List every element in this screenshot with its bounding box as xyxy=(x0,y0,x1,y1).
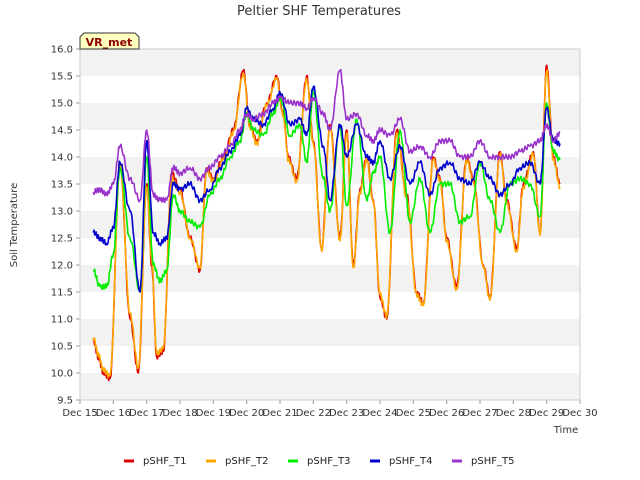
y-tick-label: 9.5 xyxy=(57,396,73,407)
y-tick-label: 10.0 xyxy=(51,369,73,380)
y-axis-label: Soil Temperature xyxy=(9,183,20,268)
x-tick-label: Dec 19 xyxy=(196,408,231,419)
grid-band xyxy=(80,49,580,76)
legend-item-pSHF_T1: pSHF_T1 xyxy=(124,456,186,467)
y-tick-label: 15.0 xyxy=(51,99,73,110)
badge-label: VR_met xyxy=(86,36,133,49)
y-tick-label: 12.5 xyxy=(51,234,73,245)
x-tick-label: Dec 16 xyxy=(96,408,131,419)
legend: pSHF_T1 pSHF_T2 pSHF_T3 pSHF_T4 pSHF_T5 xyxy=(124,456,514,467)
series-lines xyxy=(92,64,561,382)
legend-item-pSHF_T4: pSHF_T4 xyxy=(370,456,432,467)
y-tick-label: 16.0 xyxy=(51,45,73,56)
x-axis-label: Time xyxy=(553,425,578,436)
legend-label: pSHF_T4 xyxy=(389,456,432,467)
legend-item-pSHF_T5: pSHF_T5 xyxy=(452,456,514,467)
x-tick-label: Dec 17 xyxy=(129,408,164,419)
x-tick-label: Dec 20 xyxy=(229,408,264,419)
y-axis: 9.5 10.0 10.5 11.0 11.5 12.0 12.5 13.0 13.5 14.0 1… xyxy=(51,45,80,407)
legend-label: pSHF_T3 xyxy=(307,456,350,467)
legend-label: pSHF_T1 xyxy=(143,456,186,467)
plot-area-border xyxy=(79,48,581,401)
legend-item-pSHF_T3: pSHF_T3 xyxy=(288,456,350,467)
x-tick-label: Dec 18 xyxy=(162,408,197,419)
x-tick-label: Dec 15 xyxy=(62,408,97,419)
grid-bands xyxy=(80,49,580,400)
x-tick-label: Dec 27 xyxy=(462,408,497,419)
x-tick-label: Dec 21 xyxy=(262,408,297,419)
series-line-pSHF_T5 xyxy=(92,68,561,204)
grid-band xyxy=(80,319,580,346)
legend-item-pSHF_T2: pSHF_T2 xyxy=(206,456,268,467)
chart-title: Peltier SHF Temperatures xyxy=(237,4,401,19)
x-tick-label: Dec 29 xyxy=(529,408,564,419)
x-tick-label: Dec 25 xyxy=(396,408,431,419)
y-tick-label: 11.5 xyxy=(51,288,73,299)
y-tick-label: 10.5 xyxy=(51,342,73,353)
y-tick-label: 13.0 xyxy=(51,207,73,218)
grid-band xyxy=(80,157,580,184)
legend-label: pSHF_T5 xyxy=(471,456,514,467)
series-line-pSHF_T4 xyxy=(92,85,561,293)
y-tick-label: 14.5 xyxy=(51,126,73,137)
x-tick-label: Dec 24 xyxy=(362,408,397,419)
badge: VR_met xyxy=(79,32,140,50)
y-tick-label: 13.5 xyxy=(51,180,73,191)
y-tick-label: 12.0 xyxy=(51,261,73,272)
y-tick-label: 14.0 xyxy=(51,153,73,164)
grid-band xyxy=(80,265,580,292)
x-tick-label: Dec 28 xyxy=(496,408,531,419)
grid-band xyxy=(80,373,580,400)
legend-label: pSHF_T2 xyxy=(225,456,268,467)
x-tick-label: Dec 22 xyxy=(296,408,331,419)
x-tick-label: Dec 30 xyxy=(562,408,597,419)
y-tick-label: 11.0 xyxy=(51,315,73,326)
x-tick-label: Dec 23 xyxy=(329,408,364,419)
x-tick-label: Dec 26 xyxy=(429,408,464,419)
y-tick-label: 15.5 xyxy=(51,72,73,83)
